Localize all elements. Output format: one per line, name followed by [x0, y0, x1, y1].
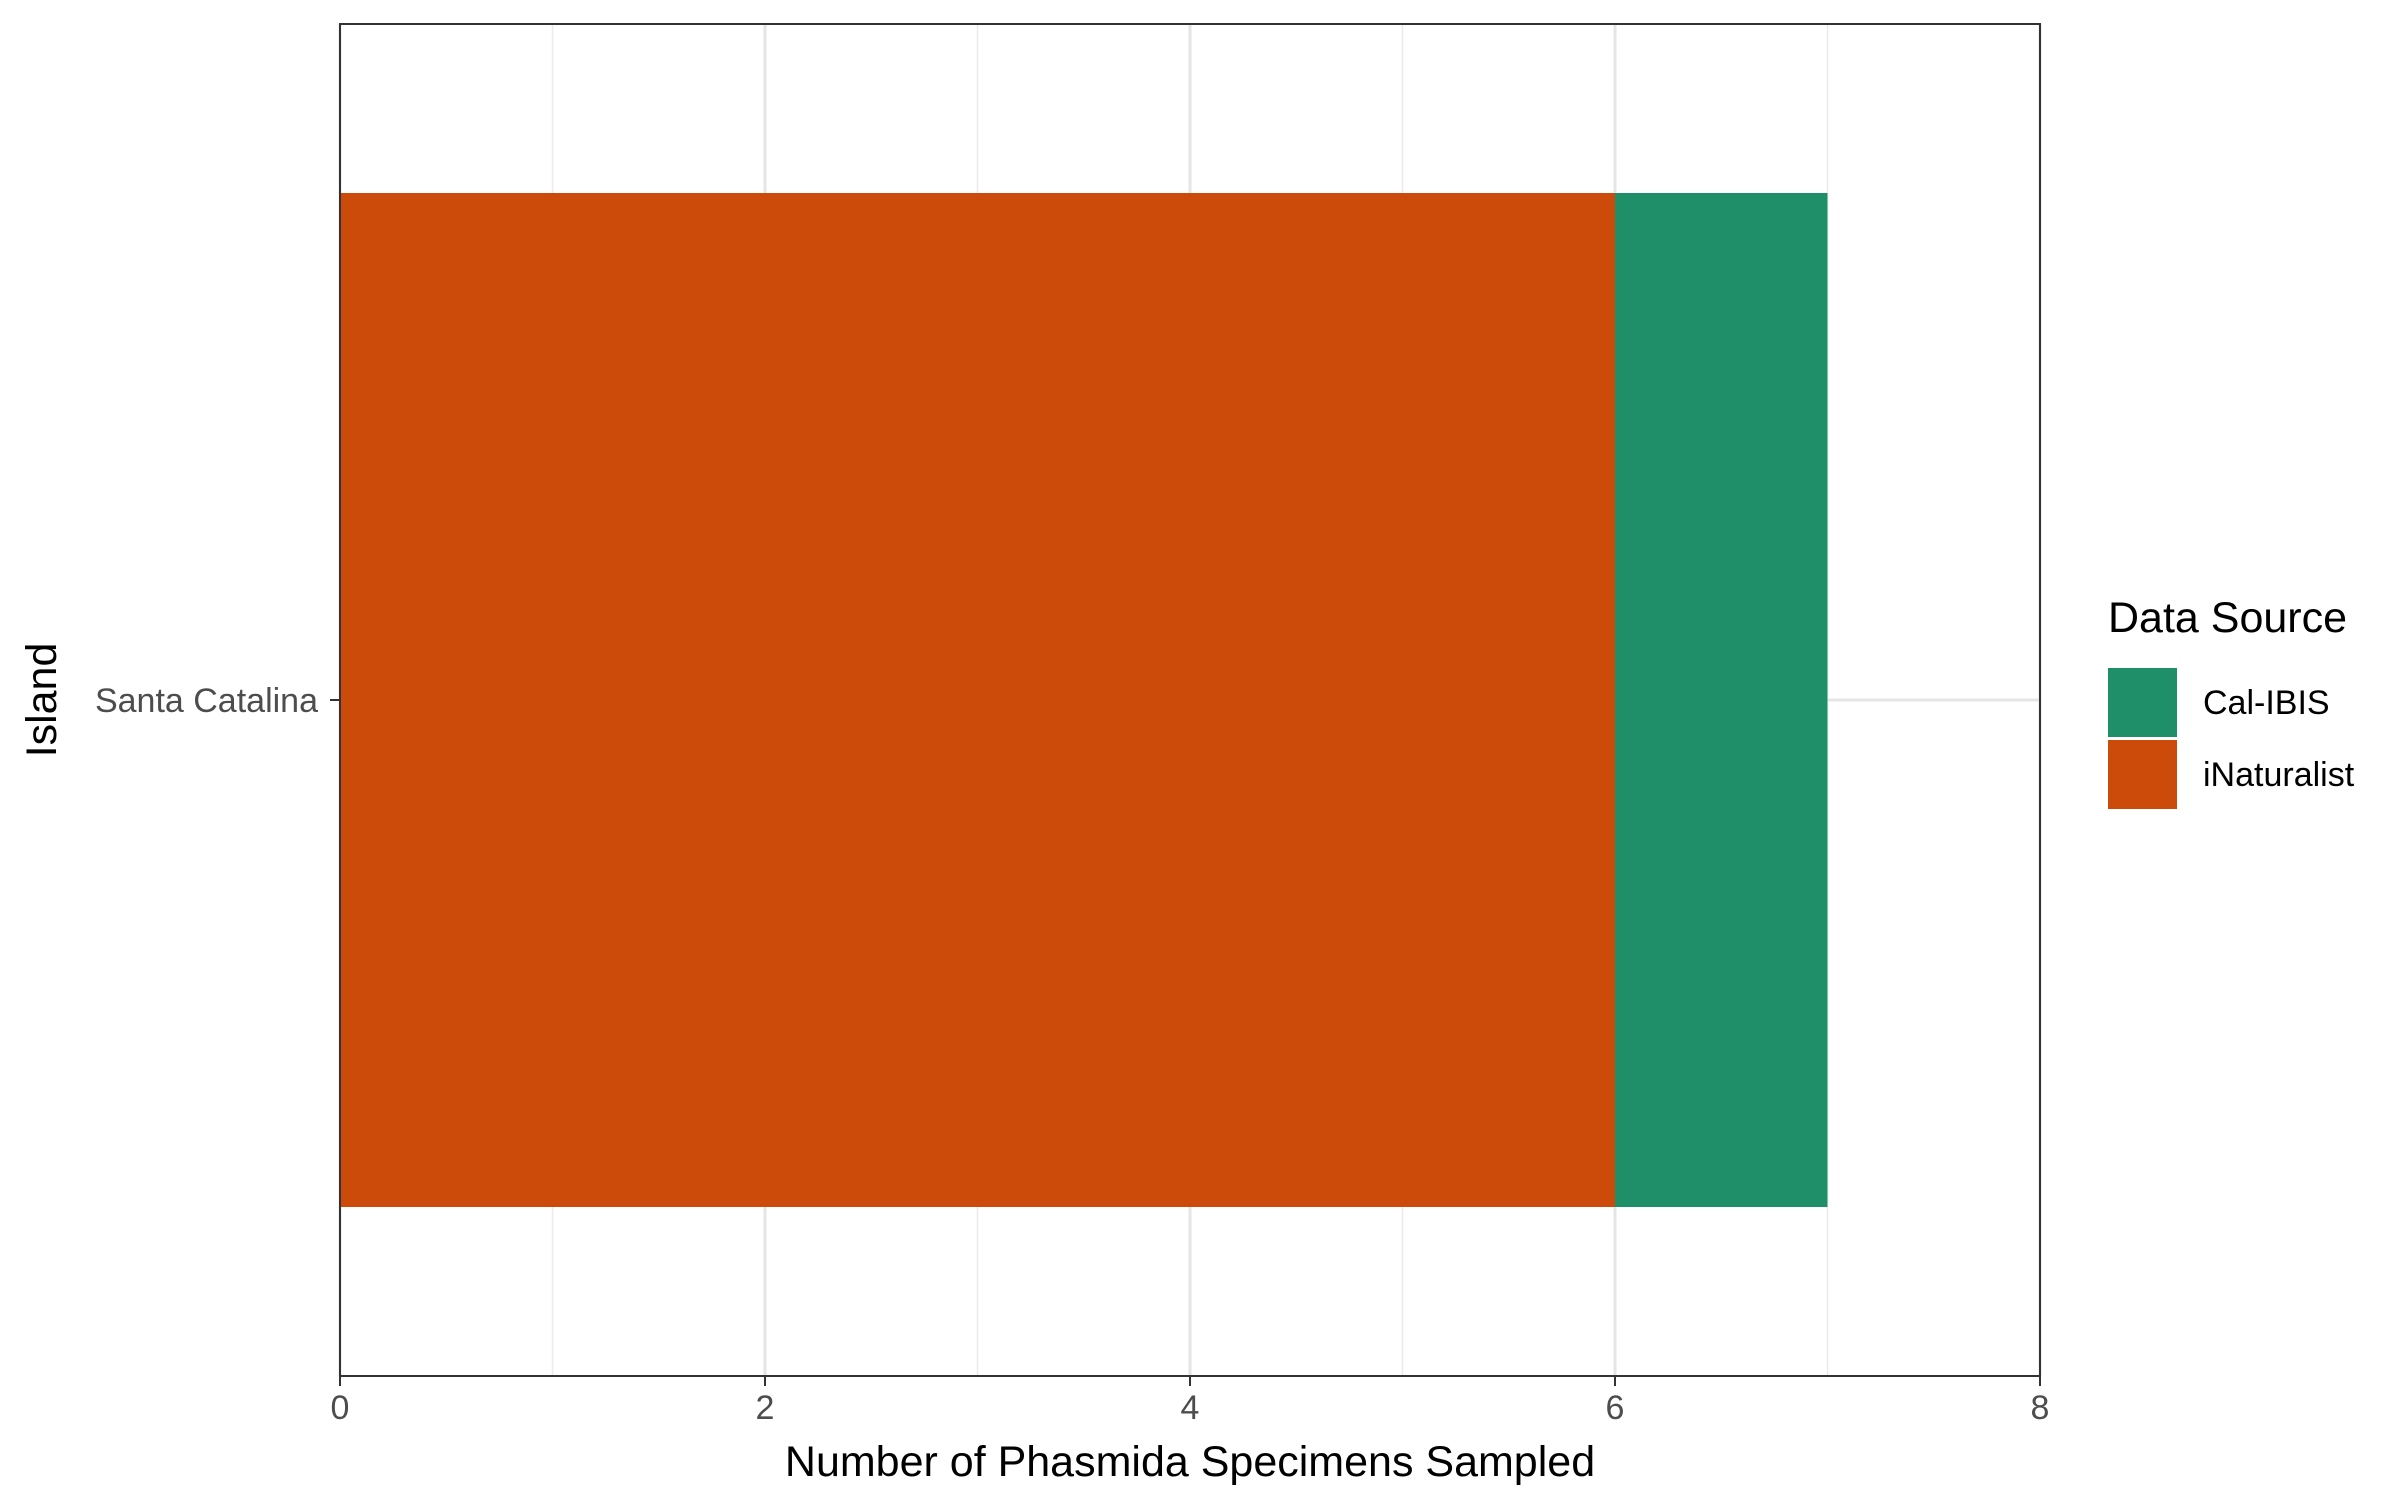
legend-title: Data Source	[2108, 594, 2347, 642]
legend-label: iNaturalist	[2203, 756, 2355, 794]
x-axis: 0 2 4 6 8	[331, 1376, 2050, 1427]
x-tick-label: 4	[1181, 1389, 1200, 1427]
x-tick-label: 0	[331, 1389, 350, 1427]
x-tick-label: 6	[1606, 1389, 1625, 1427]
x-tick-label: 8	[2031, 1389, 2050, 1427]
x-tick-label: 2	[756, 1389, 775, 1427]
y-tick-label: Santa Catalina	[95, 682, 318, 720]
y-axis: Santa Catalina	[95, 682, 340, 720]
legend-label: Cal-IBIS	[2203, 684, 2330, 722]
legend-key-inaturalist	[2108, 740, 2177, 809]
legend-key-cal-ibis	[2108, 668, 2177, 737]
x-axis-title: Number of Phasmida Specimens Sampled	[785, 1438, 1595, 1486]
y-axis-title: Island	[18, 643, 66, 758]
bar-cal-ibis	[1615, 193, 1828, 1207]
legend: Data Source Cal-IBIS iNaturalist	[2108, 594, 2355, 809]
bars-group	[340, 193, 1828, 1207]
bar-inaturalist	[340, 193, 1615, 1207]
